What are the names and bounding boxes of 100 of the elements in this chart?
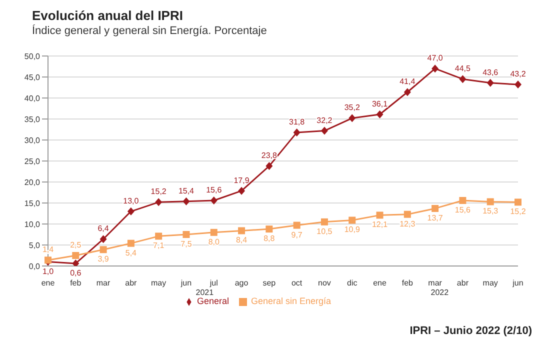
data-label: 15,2 — [510, 207, 526, 216]
data-label: 43,6 — [482, 68, 499, 77]
x-tick-label: may — [482, 278, 498, 288]
x-tick-label: ene — [373, 278, 387, 288]
x-tick-label: mar — [428, 278, 442, 288]
y-tick-label: 10,0 — [24, 220, 41, 229]
legend-label: General sin Energía — [250, 296, 332, 306]
x-tick-label: jun — [180, 278, 192, 288]
data-label: 2,5 — [70, 240, 82, 250]
text: IPRI – Junio 2022 (2/10) — [410, 325, 532, 337]
data-label: 12,1 — [372, 220, 388, 230]
y-tick-label: 0,0 — [28, 262, 41, 271]
point — [72, 252, 80, 259]
y-tick-label: 40,0 — [24, 94, 41, 103]
point — [293, 222, 300, 229]
point — [182, 197, 190, 206]
point — [182, 231, 190, 238]
x-tick-label: sep — [262, 278, 276, 288]
data-label: 10,5 — [316, 226, 333, 236]
x-tick-label: ene — [41, 278, 56, 288]
point — [348, 114, 356, 122]
point — [459, 196, 466, 204]
x-tick-label: ago — [234, 278, 249, 288]
data-label: 31,8 — [289, 117, 306, 126]
data-label: 15,2 — [150, 187, 167, 196]
data-label: 5,4 — [125, 248, 138, 258]
point — [210, 196, 218, 204]
point — [155, 198, 162, 206]
y-tick-label: 50,0 — [24, 52, 41, 61]
data-label: 15,3 — [482, 206, 499, 216]
point — [486, 198, 494, 206]
point — [376, 110, 384, 118]
data-label: 43,2 — [510, 70, 526, 79]
point — [293, 128, 300, 136]
point — [432, 204, 439, 212]
point — [127, 240, 134, 247]
point — [127, 207, 134, 216]
data-label: 47,0 — [427, 54, 444, 63]
data-label: 13,7 — [427, 213, 444, 222]
point — [514, 80, 522, 89]
y-tick-label: 25,0 — [24, 156, 41, 166]
point — [348, 216, 356, 224]
data-label: 10,9 — [344, 225, 360, 234]
point — [486, 78, 494, 87]
y-tick-label: 5,0 — [28, 240, 41, 250]
data-label: 6,4 — [98, 224, 110, 234]
point — [320, 126, 328, 135]
point — [210, 228, 218, 236]
data-label: 17,9 — [234, 176, 250, 185]
data-label: 32,2 — [316, 116, 333, 125]
point — [100, 235, 107, 244]
point — [266, 162, 273, 170]
chart-title: Evolución anual del IPRI — [32, 8, 184, 23]
point — [266, 226, 273, 233]
point — [514, 198, 522, 206]
x-tick-label: jun — [512, 278, 524, 288]
x-tick-label: feb — [70, 278, 82, 288]
data-label: 9,7 — [291, 230, 303, 240]
data-label: 8,0 — [208, 237, 220, 246]
point — [238, 227, 246, 234]
x-tick-label: feb — [402, 278, 414, 288]
x-tick-label: may — [151, 278, 166, 288]
x-tick-label: dic — [347, 278, 358, 288]
point — [404, 88, 411, 96]
chart-subtitle: Índice general y general sin Energía. Porcentaje — [32, 25, 268, 37]
y-tick-label: 45,0 — [24, 72, 41, 82]
data-label: 0,6 — [70, 268, 82, 278]
x-tick-label: mar — [96, 278, 111, 288]
data-label: 15,4 — [178, 186, 195, 196]
x-tick-label: abr — [456, 278, 469, 288]
data-label: 7,1 — [153, 241, 165, 250]
point — [320, 218, 328, 226]
text: 2021 — [194, 288, 215, 297]
x-tick-label: oct — [291, 278, 303, 288]
x-tick-label: nov — [318, 278, 331, 288]
point — [376, 212, 384, 219]
x-tick-label: abr — [125, 278, 138, 288]
data-label: 8,8 — [264, 234, 276, 244]
point — [459, 75, 466, 84]
y-tick-label: 35,0 — [24, 114, 41, 124]
data-label: 15,6 — [454, 205, 472, 214]
data-label: 3,9 — [98, 254, 110, 264]
point — [432, 64, 439, 73]
y-tick-label: 30,0 — [24, 136, 41, 145]
point — [155, 232, 162, 240]
data-label: 23,8 — [261, 151, 278, 160]
data-label: 44,5 — [454, 64, 472, 74]
y-tick-label: 15,0 — [24, 198, 41, 208]
data-label: 12,3 — [400, 219, 416, 228]
point — [404, 210, 411, 218]
data-label: 13,0 — [123, 196, 140, 206]
x-tick-label: jul — [208, 278, 218, 288]
text: 2022 — [430, 288, 450, 297]
point — [100, 246, 107, 254]
data-label: 15,6 — [206, 185, 222, 194]
data-label: 35,2 — [344, 103, 360, 112]
point — [72, 259, 80, 266]
data-label: 8,4 — [236, 236, 248, 245]
data-label: 41,4 — [400, 77, 416, 86]
data-label: 7,5 — [180, 240, 192, 248]
